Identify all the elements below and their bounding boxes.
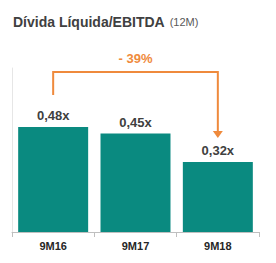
svg-text:0,48x: 0,48x [37, 108, 70, 123]
svg-text:0,32x: 0,32x [202, 143, 235, 158]
svg-text:9M16: 9M16 [39, 240, 67, 252]
svg-text:0,45x: 0,45x [119, 115, 152, 130]
svg-text:Dívida Líquida/EBITDA: Dívida Líquida/EBITDA [13, 14, 165, 30]
svg-text:9M18: 9M18 [204, 240, 232, 252]
svg-text:- 39%: - 39% [119, 51, 153, 66]
svg-text:(12M): (12M) [170, 16, 199, 28]
svg-text:9M17: 9M17 [122, 240, 150, 252]
